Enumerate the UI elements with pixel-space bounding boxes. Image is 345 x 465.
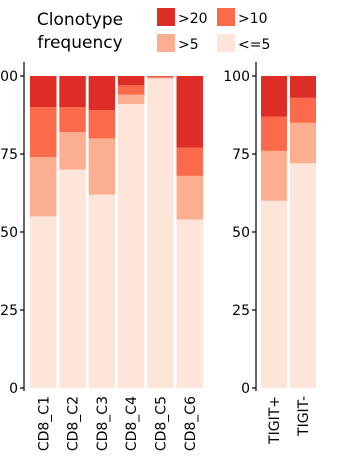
tigit-ytick-label-2: 50 [232, 225, 250, 241]
clusters-ytick-label-3: 75 [0, 147, 18, 163]
clusters-bar-0-seg-0 [30, 216, 57, 388]
tigit-ytick-label-0: 0 [241, 381, 250, 397]
clusters-xtick-label-2: CD8_C3 [95, 396, 111, 451]
clusters-xtick-label-4: CD8_C5 [153, 396, 169, 451]
legend-swatch-1 [217, 8, 235, 26]
tigit-bar-0-seg-2 [261, 116, 287, 151]
legend-swatch-3 [217, 34, 235, 52]
clusters-bar-5-seg-2 [176, 147, 203, 176]
clusters-bar-0-seg-2 [30, 107, 57, 158]
tigit-xtick-label-0: TIGIT+ [267, 396, 283, 445]
tigit-bar-0-seg-1 [261, 150, 287, 201]
clusters-bar-4-seg-3 [147, 76, 174, 77]
clusters-bar-0-seg-3 [30, 76, 57, 108]
clusters-bar-4-seg-2 [147, 76, 174, 78]
clusters-xtick-label-5: CD8_C6 [183, 396, 199, 451]
legend-title-line1: Clonotype [37, 10, 123, 30]
legend-swatch-2 [157, 34, 175, 52]
clusters-bar-2-seg-2 [88, 110, 116, 139]
tigit-bar-0-seg-3 [261, 76, 287, 117]
tigit-bar-1-seg-0 [290, 163, 316, 388]
clusters-bar-3-seg-1 [117, 94, 145, 105]
tigit-bar-0-seg-0 [261, 200, 287, 388]
tigit-ytick-label-4: 100 [223, 69, 250, 85]
panel-clusters: 0 25 50 75 100 CD8_C1 CD8_C2 CD8_C3 CD8_C4 CD8_C5… [0, 62, 203, 451]
clusters-bar-5-seg-0 [176, 219, 203, 388]
clusters-bar-2-seg-1 [88, 138, 116, 195]
tigit-xtick-label-1: TIGIT- [296, 396, 312, 437]
tigit-bar-1-seg-2 [290, 97, 316, 123]
legend: Clonotype frequency >20 >10 >5 <=5 [37, 8, 270, 53]
clusters-bar-5-seg-1 [176, 175, 203, 220]
clusters-bar-3-seg-0 [117, 104, 145, 388]
panel-tigit: 0 25 50 75 100 TIGIT+ TIGIT- [223, 62, 316, 445]
tigit-ytick-label-3: 75 [232, 147, 250, 163]
clusters-ytick-label-4: 100 [0, 69, 18, 85]
clusters-bar-4-seg-1 [147, 77, 174, 79]
legend-label-1: >10 [238, 11, 268, 27]
legend-title-line2: frequency [37, 33, 122, 53]
clusters-ytick-label-1: 25 [0, 303, 18, 319]
legend-label-0: >20 [178, 11, 208, 27]
clusters-bar-2-seg-0 [88, 194, 116, 388]
clusters-bar-3-seg-3 [117, 76, 145, 86]
clusters-bar-4-seg-0 [147, 78, 174, 388]
clusters-bar-3-seg-2 [117, 85, 145, 95]
legend-label-3: <=5 [238, 37, 270, 53]
clusters-xtick-label-3: CD8_C4 [124, 396, 140, 451]
clusters-bar-2-seg-3 [88, 76, 116, 111]
tigit-ytick-label-1: 25 [232, 303, 250, 319]
clusters-ytick-label-0: 0 [9, 381, 18, 397]
clusters-xtick-label-0: CD8_C1 [36, 396, 52, 451]
clusters-bar-1-seg-2 [59, 107, 86, 133]
clusters-bar-1-seg-1 [59, 132, 86, 170]
legend-label-2: >5 [178, 37, 199, 53]
clusters-xtick-label-1: CD8_C2 [66, 396, 82, 451]
clusters-bar-0-seg-1 [30, 157, 57, 217]
tigit-bar-1-seg-1 [290, 122, 316, 164]
tigit-bar-1-seg-3 [290, 76, 316, 98]
clusters-bar-5-seg-3 [176, 76, 203, 148]
clusters-bar-1-seg-3 [59, 76, 86, 108]
clusters-ytick-label-2: 50 [0, 225, 18, 241]
clusters-bar-1-seg-0 [59, 169, 86, 388]
legend-swatch-0 [157, 8, 175, 26]
